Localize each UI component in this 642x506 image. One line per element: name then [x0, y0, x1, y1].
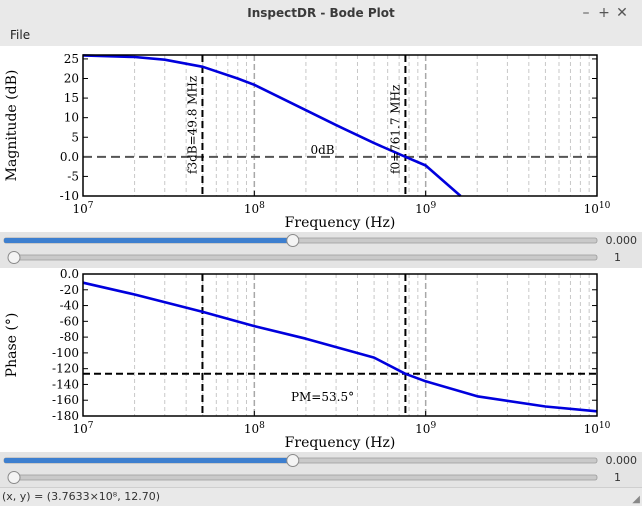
window-title: InspectDR - Bode Plot: [247, 6, 395, 20]
menu-bar: File: [0, 26, 642, 46]
y-tick-label: 15: [64, 91, 79, 105]
x-tick-label: 108: [244, 421, 265, 436]
x-axis-label: Frequency (Hz): [285, 215, 396, 231]
y-tick-label: -10: [60, 189, 79, 203]
phase-margin-annotation: PM=53.5°: [291, 390, 354, 404]
x-tick-label: 109: [415, 421, 436, 436]
plot-frame: [82, 54, 598, 197]
y-tick-label: 10: [64, 111, 79, 125]
bottom-slider-b-value: 1: [614, 471, 621, 484]
bottom-slider-b-track: [8, 474, 598, 481]
menu-file[interactable]: File: [10, 28, 31, 42]
x-tick-label: 1010: [584, 201, 611, 216]
cursor-readout: (x, y) = (3.7633×10⁸, 12.70): [2, 490, 160, 503]
bottom-slider-a-handle[interactable]: [286, 454, 300, 467]
title-bar: InspectDR - Bode Plot – + ✕: [0, 0, 642, 27]
magnitude-plot-panel: 25 20 15 10 5 0.0 -5 -10 107 108 109 1010 Frequency …: [0, 46, 642, 232]
close-icon[interactable]: ✕: [616, 5, 628, 21]
y-tick-label: 5: [71, 130, 79, 144]
phase-curve: [82, 281, 598, 413]
f0-annotation: f0=761.7 MHz: [388, 85, 402, 174]
bottom-slider-a-value: 0.000: [606, 454, 638, 467]
x-tick-label: 108: [244, 201, 265, 216]
zero-db-annotation: 0dB: [310, 143, 334, 157]
plot-frame: [82, 273, 598, 417]
y-tick-label: -80: [60, 330, 79, 344]
y-axis-label: Phase (°): [4, 313, 20, 378]
phase-plot-panel: 0.0 -20 -40 -60 -80 -100 -120 -140 -160 -180 107 10…: [0, 267, 642, 452]
x-tick-label: 107: [72, 421, 93, 436]
x-tick-label: 1010: [584, 421, 611, 436]
top-slider-a-fill: [4, 238, 293, 243]
top-slider-b-value: 1: [614, 251, 621, 264]
minimize-icon[interactable]: –: [582, 5, 590, 21]
top-slider-b-track: [8, 254, 598, 261]
bottom-slider-a-fill: [4, 458, 293, 463]
y-tick-label: -60: [60, 314, 79, 328]
y-tick-label: 0.0: [60, 268, 79, 281]
phase-slider-group: 0.000 1: [3, 454, 638, 484]
resize-grip-icon[interactable]: ◢: [632, 494, 640, 505]
y-tick-label: -120: [52, 362, 79, 376]
y-axis-label: Magnitude (dB): [4, 70, 20, 182]
status-bar: (x, y) = (3.7633×10⁸, 12.70) ◢: [0, 487, 642, 506]
y-tick-label: 0.0: [60, 150, 79, 164]
y-tick-label: -5: [67, 169, 79, 183]
top-slider-b-handle[interactable]: [7, 251, 21, 264]
y-tick-label: -100: [52, 346, 79, 360]
x-tick-label: 107: [72, 201, 93, 216]
f3db-annotation: f3dB=49.8 MHz: [185, 76, 199, 174]
magnitude-sliders: 0.000 1: [0, 232, 642, 268]
y-tick-label: -20: [60, 283, 79, 297]
top-slider-a-value: 0.000: [606, 234, 638, 247]
magnitude-curve: [82, 54, 462, 197]
maximize-icon[interactable]: +: [598, 5, 610, 21]
magnitude-slider-group: 0.000 1: [3, 234, 638, 264]
x-tick-label: 109: [415, 201, 436, 216]
y-tick-label: -180: [52, 409, 79, 423]
y-tick-label: 25: [64, 52, 79, 66]
y-tick-label: -140: [52, 377, 79, 391]
y-tick-label: -40: [60, 299, 79, 313]
bottom-slider-b-handle[interactable]: [7, 471, 21, 484]
y-tick-label: -160: [52, 393, 79, 407]
x-axis-label: Frequency (Hz): [285, 435, 396, 451]
phase-sliders: 0.000 1: [0, 452, 642, 487]
top-slider-a-handle[interactable]: [286, 234, 300, 247]
y-tick-label: 20: [64, 72, 79, 86]
